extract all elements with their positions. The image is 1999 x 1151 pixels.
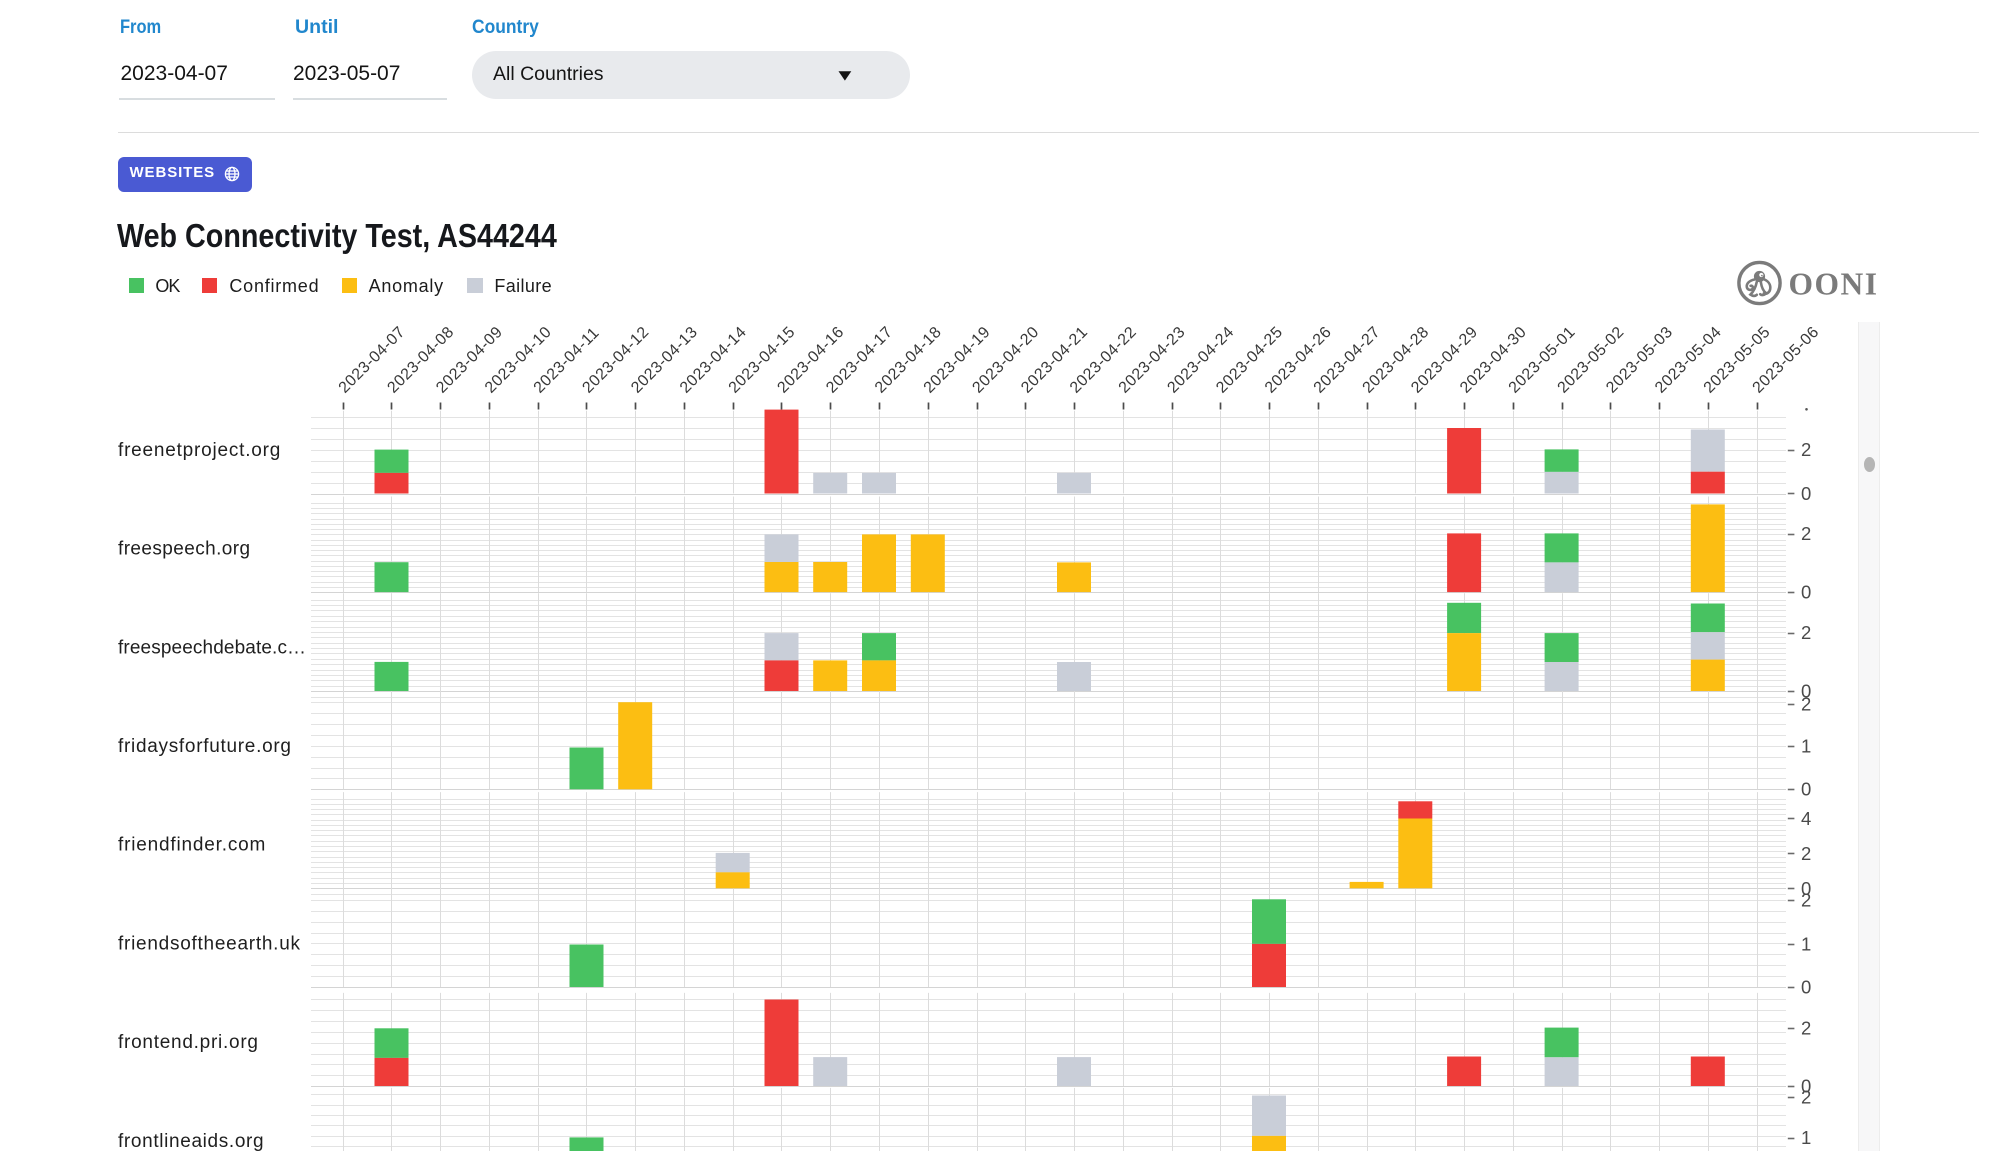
- svg-text:2: 2: [1801, 439, 1811, 460]
- svg-text:freespeechdebate.c…: freespeechdebate.c…: [118, 637, 306, 658]
- svg-text:0: 0: [1801, 680, 1811, 701]
- svg-text:0: 0: [1801, 977, 1811, 998]
- svg-text:2: 2: [1801, 693, 1811, 714]
- svg-text:2: 2: [1801, 843, 1811, 864]
- svg-text:2: 2: [1801, 1018, 1811, 1039]
- svg-text:fridaysforfuture.org: fridaysforfuture.org: [118, 736, 292, 757]
- svg-text:frontlineaids.org: frontlineaids.org: [118, 1131, 264, 1151]
- svg-text:2: 2: [1801, 622, 1811, 643]
- svg-text:1: 1: [1801, 1127, 1811, 1148]
- svg-text:friendfinder.com: friendfinder.com: [118, 835, 266, 856]
- svg-text:1: 1: [1801, 933, 1811, 954]
- svg-text:2: 2: [1801, 1087, 1811, 1108]
- svg-text:frontend.pri.org: frontend.pri.org: [118, 1032, 259, 1053]
- svg-text:0: 0: [1801, 483, 1811, 504]
- svg-text:0: 0: [1801, 582, 1811, 603]
- svg-text:freenetproject.org: freenetproject.org: [118, 440, 281, 461]
- svg-text:2: 2: [1801, 523, 1811, 544]
- svg-text:0: 0: [1801, 878, 1811, 899]
- svg-text:0: 0: [1801, 778, 1811, 799]
- svg-text:4: 4: [1801, 808, 1811, 829]
- svg-text:friendsoftheearth.uk: friendsoftheearth.uk: [118, 933, 301, 954]
- svg-text:OONI: OONI: [1789, 267, 1879, 302]
- svg-text:1: 1: [1801, 736, 1811, 757]
- svg-text:2: 2: [1801, 889, 1811, 910]
- svg-text:freespeech.org: freespeech.org: [118, 539, 251, 560]
- svg-text:0: 0: [1801, 1076, 1811, 1097]
